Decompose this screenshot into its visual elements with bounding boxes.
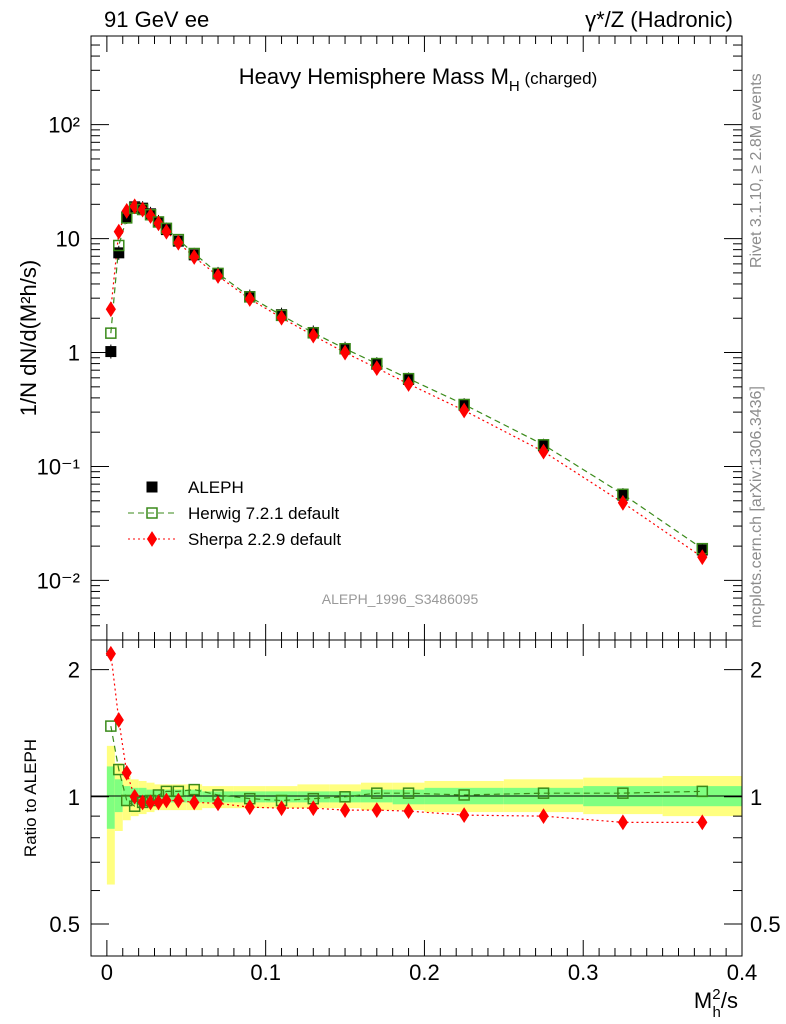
y-tick-label: 10²: [48, 113, 80, 138]
x-axis-label: M2 h/s: [694, 986, 738, 1021]
sherpa-point: [189, 249, 200, 265]
header-right: γ*/Z (Hadronic): [585, 7, 733, 32]
rivet-label: Rivet 3.1.10, ≥ 2.8M events: [748, 73, 765, 268]
sherpa-point: [371, 360, 382, 377]
top-axis-ticks: 10⁻² 10⁻¹ 1 10 10²: [37, 35, 743, 641]
legend-aleph-marker: [146, 481, 158, 493]
ratio-y-tick-label-right: 1: [750, 785, 762, 810]
herwig-point: [105, 327, 117, 339]
bottom-panel: Ratio to ALEPH M2 h/s 0 0.1 0.2 0.3 0.4 0.5 0.5…: [21, 639, 781, 1021]
legend-label: Herwig 7.2.1 default: [188, 504, 339, 523]
band-inner: [297, 791, 330, 803]
sherpa-point: [113, 223, 124, 240]
sherpa-point: [617, 494, 629, 511]
aleph-point: [105, 346, 117, 358]
legend-sherpa-marker: [146, 531, 158, 547]
legend-label: ALEPH: [188, 478, 244, 497]
sherpa-ratio-point: [212, 795, 224, 812]
legend-herwig-marker: [146, 507, 158, 519]
top-panel: Heavy Hemisphere Mass MH (charged) ALEPH…: [16, 35, 743, 641]
sherpa-point: [459, 402, 470, 419]
sherpa-ratio-point: [371, 802, 382, 819]
x-tick-label: 0.3: [568, 960, 599, 985]
sherpa-point: [244, 291, 255, 307]
sherpa-ratio-point: [105, 645, 116, 662]
aleph-point: [113, 247, 125, 259]
top-series: [105, 198, 709, 566]
sherpa-point: [173, 234, 184, 251]
bottom-axis-ticks: 0 0.1 0.2 0.3 0.4 0.5 0.5 1 1 2 2: [49, 640, 781, 985]
ratio-y-tick-label-right: 2: [750, 658, 762, 683]
band-inner: [392, 789, 425, 805]
band-inner: [233, 791, 266, 803]
sherpa-ratio-point: [113, 712, 124, 728]
sherpa-ratio-point: [153, 794, 164, 811]
band-inner: [265, 791, 298, 803]
sherpa-ratio-point: [538, 808, 549, 825]
sherpa-point: [339, 344, 351, 361]
sherpa-ratio-point: [403, 803, 414, 820]
sherpa-point: [161, 223, 172, 240]
chart-title: Heavy Hemisphere Mass MH (charged): [239, 64, 598, 95]
y-tick-label: 10: [56, 227, 80, 252]
x-tick-label: 0: [101, 960, 113, 985]
x-tick-label: 0.4: [727, 960, 758, 985]
herwig-ratio-point: [371, 787, 383, 799]
sherpa-point: [538, 443, 549, 460]
legend-label: Sherpa 2.2.9 default: [188, 530, 341, 549]
sherpa-ratio-point: [459, 807, 470, 824]
sherpa-ratio-point: [697, 814, 708, 831]
sherpa-ratio-point: [189, 794, 200, 811]
legend: ALEPH Herwig 7.2.1 default Sherpa 2.2.9 de…: [128, 478, 341, 549]
herwig-ratio-point: [696, 785, 709, 798]
herwig-ratio-point: [617, 787, 629, 799]
sherpa-ratio-point: [308, 800, 319, 817]
ratio-y-axis-label: Ratio to ALEPH: [21, 739, 40, 857]
herwig-ratio-point: [339, 791, 351, 803]
herwig-ratio-point: [402, 787, 415, 799]
sherpa-ratio-point: [617, 814, 629, 831]
y-tick-label: 1: [68, 341, 80, 366]
y-axis-label: 1/N dN/d(M²h/s): [16, 260, 41, 416]
sherpa-ratio-point: [244, 799, 255, 816]
x-tick-label: 0.1: [250, 960, 281, 985]
ratio-y-tick-label: 2: [68, 658, 80, 683]
sherpa-ratio-point: [173, 792, 184, 809]
herwig-ratio-point: [537, 787, 550, 799]
sherpa-point: [276, 309, 287, 326]
ratio-series: [105, 645, 709, 831]
mcplots-label: mcplots.cern.ch [arXiv:1306.3436]: [748, 386, 765, 628]
band-inner: [106, 766, 115, 829]
sherpa-ratio-point: [339, 802, 351, 819]
herwig-ratio-line: [110, 725, 703, 807]
sherpa-point: [403, 376, 414, 392]
x-tick-label: 0.2: [409, 960, 440, 985]
sherpa-ratio-point: [121, 764, 132, 781]
bottom-frame: [90, 639, 743, 957]
header-left: 91 GeV ee: [104, 7, 209, 32]
sherpa-point: [212, 268, 224, 284]
sherpa-point: [105, 301, 116, 318]
sherpa-ratio-point: [276, 800, 287, 817]
sherpa-ratio-point: [161, 792, 172, 809]
watermark: ALEPH_1996_S3486095: [322, 591, 479, 607]
ratio-y-tick-label: 1: [68, 785, 80, 810]
sherpa-point: [697, 549, 708, 566]
ratio-y-tick-label: 0.5: [49, 912, 80, 937]
ratio-y-tick-label-right: 0.5: [750, 912, 781, 937]
herwig-ratio-point: [105, 720, 117, 732]
sherpa-point: [308, 327, 319, 344]
herwig-point: [113, 239, 125, 252]
y-tick-label: 10⁻¹: [37, 454, 80, 479]
y-tick-label: 10⁻²: [37, 568, 80, 593]
herwig-ratio-point: [458, 789, 470, 801]
